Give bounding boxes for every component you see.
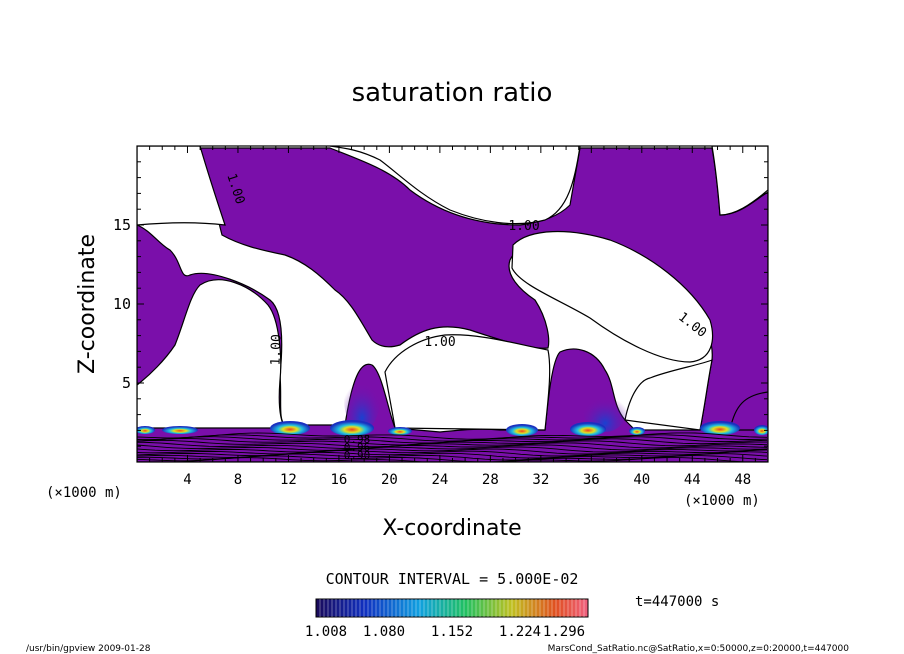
y-axis-ticks: 5 10 15	[113, 161, 768, 447]
colorbar-tick-label: 1.296	[543, 624, 585, 640]
colorbar	[315, 598, 589, 618]
x-tick-label: 48	[734, 472, 751, 488]
contour-line	[137, 444, 768, 451]
y-tick-label: 10	[113, 295, 131, 313]
contour-line	[137, 457, 767, 462]
contour-line	[137, 446, 768, 453]
colorbar-tick-label: 1.080	[363, 624, 405, 640]
x-tick-label: 28	[482, 472, 499, 488]
colorbar-tick-label: 1.008	[305, 624, 347, 640]
cloud-blobs	[137, 420, 768, 436]
x-tick-label: 40	[633, 472, 650, 488]
plot-area: 1.00 1.00 1.00 1.00 1.00 0.98 0.96 0.90	[137, 146, 768, 462]
x-axis-ticks: 4 8 12 16 20 24 28 32 36 40 44 48	[149, 146, 756, 488]
contour-label: 0.98	[344, 433, 371, 446]
x-tick-label: 32	[532, 472, 549, 488]
colorbar-ticks: 1.008 1.080 1.152 1.224 1.296	[305, 624, 585, 640]
footer-right: MarsCond_SatRatio.nc@SatRatio,x=0:50000,…	[548, 644, 850, 654]
x-tick-label: 20	[381, 472, 398, 488]
contour-label: 0.96	[344, 441, 371, 454]
contour-line	[137, 448, 768, 455]
contour-line	[137, 432, 768, 440]
y-tick-label: 15	[113, 216, 131, 234]
x-tick-label: 8	[234, 472, 242, 488]
x-unit-left: (×1000 m)	[46, 485, 122, 501]
footer-left: /usr/bin/gpview 2009-01-28	[26, 644, 151, 654]
colorbar-tick-label: 1.224	[499, 624, 541, 640]
contour-line	[137, 449, 768, 457]
colorbar-tick-label: 1.152	[431, 624, 473, 640]
contour-line	[137, 439, 768, 448]
contour-label: 1.00	[424, 335, 455, 350]
x-tick-label: 36	[583, 472, 600, 488]
x-tick-label: 44	[684, 472, 701, 488]
x-tick-label: 16	[330, 472, 347, 488]
x-tick-label: 24	[431, 472, 448, 488]
contour-label: 0.90	[344, 449, 371, 462]
contour-label: 1.00	[508, 219, 539, 234]
contour-line	[137, 438, 767, 446]
x-tick-label: 12	[280, 472, 297, 488]
chart-title: saturation ratio	[352, 78, 553, 108]
x-unit-right: (×1000 m)	[684, 493, 760, 509]
contour-interval: CONTOUR INTERVAL = 5.000E-02	[326, 570, 579, 588]
x-axis-label: X-coordinate	[382, 516, 521, 541]
contour-line	[137, 441, 768, 449]
y-tick-label: 5	[122, 374, 131, 392]
x-tick-label: 4	[183, 472, 191, 488]
time-label: t=447000 s	[635, 594, 719, 610]
y-axis-label: Z-coordinate	[75, 234, 100, 374]
contour-label: 1.00	[268, 334, 284, 366]
contour-line	[137, 434, 768, 442]
